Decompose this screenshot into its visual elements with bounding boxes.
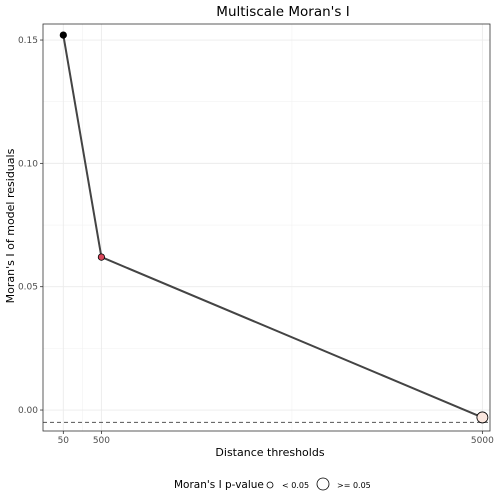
y-tick-label: 0.10	[18, 159, 38, 169]
legend-label-small: < 0.05	[282, 481, 309, 490]
y-axis-title: Moran's I of model residuals	[4, 148, 17, 303]
series-line	[63, 35, 482, 417]
x-axis-title: Distance thresholds	[215, 446, 324, 459]
grid-minor	[43, 24, 490, 431]
x-tick-label: 500	[93, 436, 110, 446]
legend-key-small	[267, 482, 273, 488]
x-tick-label: 50	[58, 436, 70, 446]
grid-major	[43, 24, 490, 431]
chart-title: Multiscale Moran's I	[216, 4, 349, 20]
legend: Moran's I p-value < 0.05 >= 0.05	[174, 478, 371, 491]
plot-border	[43, 24, 490, 431]
data-point	[98, 254, 104, 260]
data-point	[60, 32, 66, 38]
y-tick-label: 0.00	[18, 406, 38, 416]
legend-key-large	[317, 478, 329, 490]
legend-label-large: >= 0.05	[337, 481, 371, 490]
data-point	[477, 412, 488, 423]
y-tick-label: 0.15	[18, 36, 38, 46]
data-points	[60, 32, 488, 423]
y-tick-label: 0.05	[18, 283, 38, 293]
legend-title: Moran's I p-value	[174, 479, 264, 491]
x-axis-ticks: 50 500 5000	[58, 431, 495, 446]
y-axis-ticks: 0.00 0.05 0.10 0.15	[18, 36, 43, 416]
x-tick-label: 5000	[471, 436, 494, 446]
